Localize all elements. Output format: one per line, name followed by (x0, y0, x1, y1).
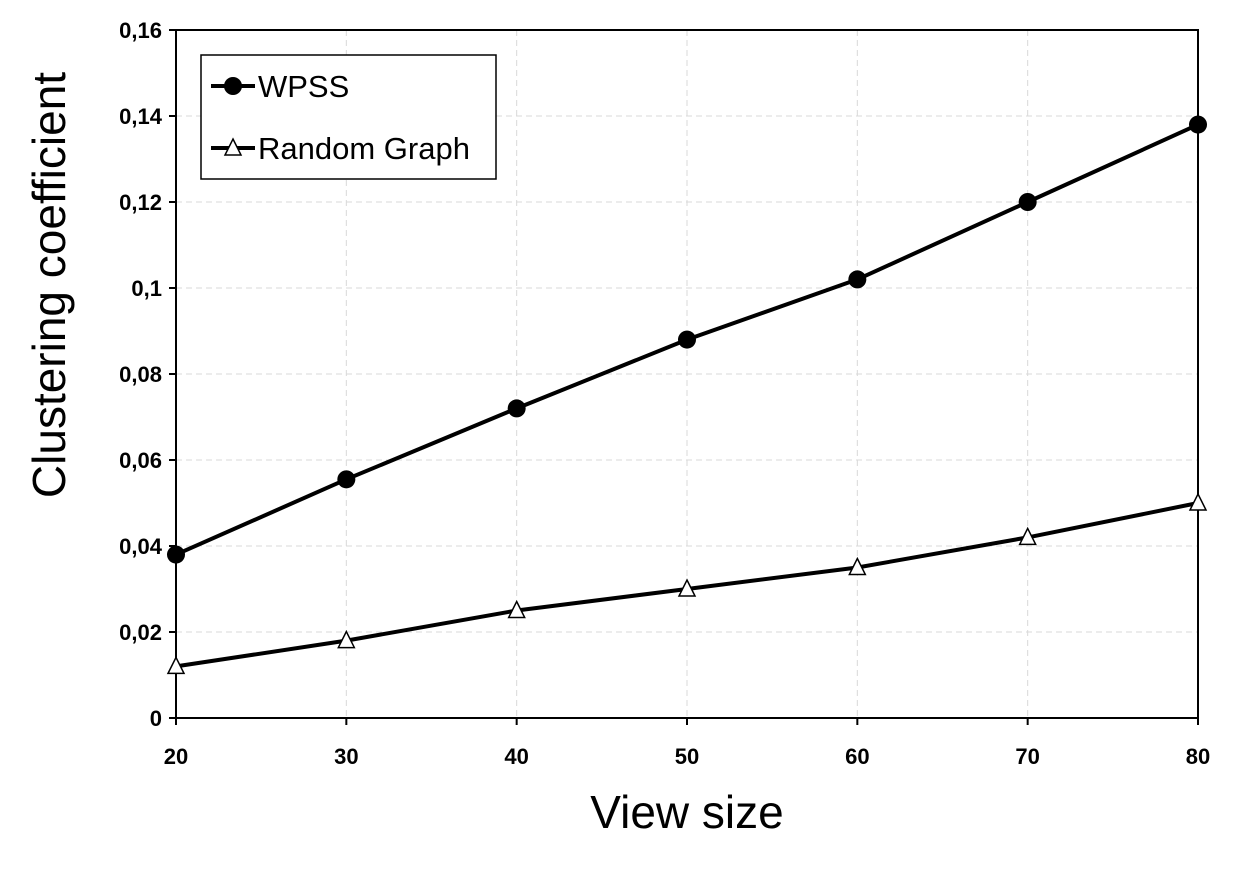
data-point-wpss (848, 270, 867, 289)
data-point-random-graph (1188, 492, 1208, 511)
x-tick-label: 20 (164, 744, 188, 769)
data-point-wpss (337, 470, 356, 489)
y-tick-label: 0,12 (119, 190, 162, 215)
data-point-random-graph (1018, 526, 1037, 546)
y-tick-label: 0,08 (119, 362, 162, 387)
y-tick-label: 0 (150, 706, 162, 731)
x-tick-label: 60 (845, 744, 869, 769)
data-point-wpss (678, 330, 696, 349)
x-tick-label: 30 (334, 744, 358, 769)
legend-marker-wpss (224, 77, 242, 95)
data-point-random-graph (848, 556, 867, 576)
y-tick-label: 0,1 (131, 276, 162, 301)
legend-label-random-graph: Random Graph (258, 131, 470, 166)
data-point-random-graph (677, 578, 697, 597)
x-tick-label: 80 (1186, 744, 1210, 769)
y-axis: 0 0,02 0,04 0,06 0,08 0,1 0,12 0,14 0,16 (119, 18, 176, 731)
y-tick-label: 0,02 (119, 620, 162, 645)
legend-box (200, 54, 497, 180)
series-layer (166, 115, 1208, 675)
legend-label-wpss: WPSS (258, 69, 349, 104)
data-point-wpss (167, 545, 185, 564)
series-wpss (167, 115, 1207, 564)
x-axis-title: View size (590, 786, 783, 838)
y-tick-label: 0,14 (119, 104, 163, 129)
x-tick-label: 50 (675, 744, 699, 769)
legend: WPSS Random Graph (200, 54, 497, 180)
data-point-random-graph (507, 599, 526, 619)
x-tick-label: 40 (504, 744, 528, 769)
data-point-wpss (1018, 193, 1037, 211)
data-point-wpss (1189, 115, 1207, 134)
y-tick-label: 0,06 (119, 448, 162, 473)
data-point-random-graph (166, 655, 186, 675)
series-random-graph (166, 492, 1208, 675)
y-axis-title: Clustering coefficient (23, 72, 75, 498)
legend-marker-random-graph (223, 137, 243, 156)
y-tick-label: 0,04 (119, 534, 163, 559)
x-tick-label: 70 (1015, 744, 1039, 769)
y-tick-label: 0,16 (119, 18, 162, 43)
x-axis: 20 30 40 50 60 70 80 (164, 718, 1210, 769)
data-point-random-graph (337, 629, 356, 649)
data-point-wpss (507, 399, 526, 418)
